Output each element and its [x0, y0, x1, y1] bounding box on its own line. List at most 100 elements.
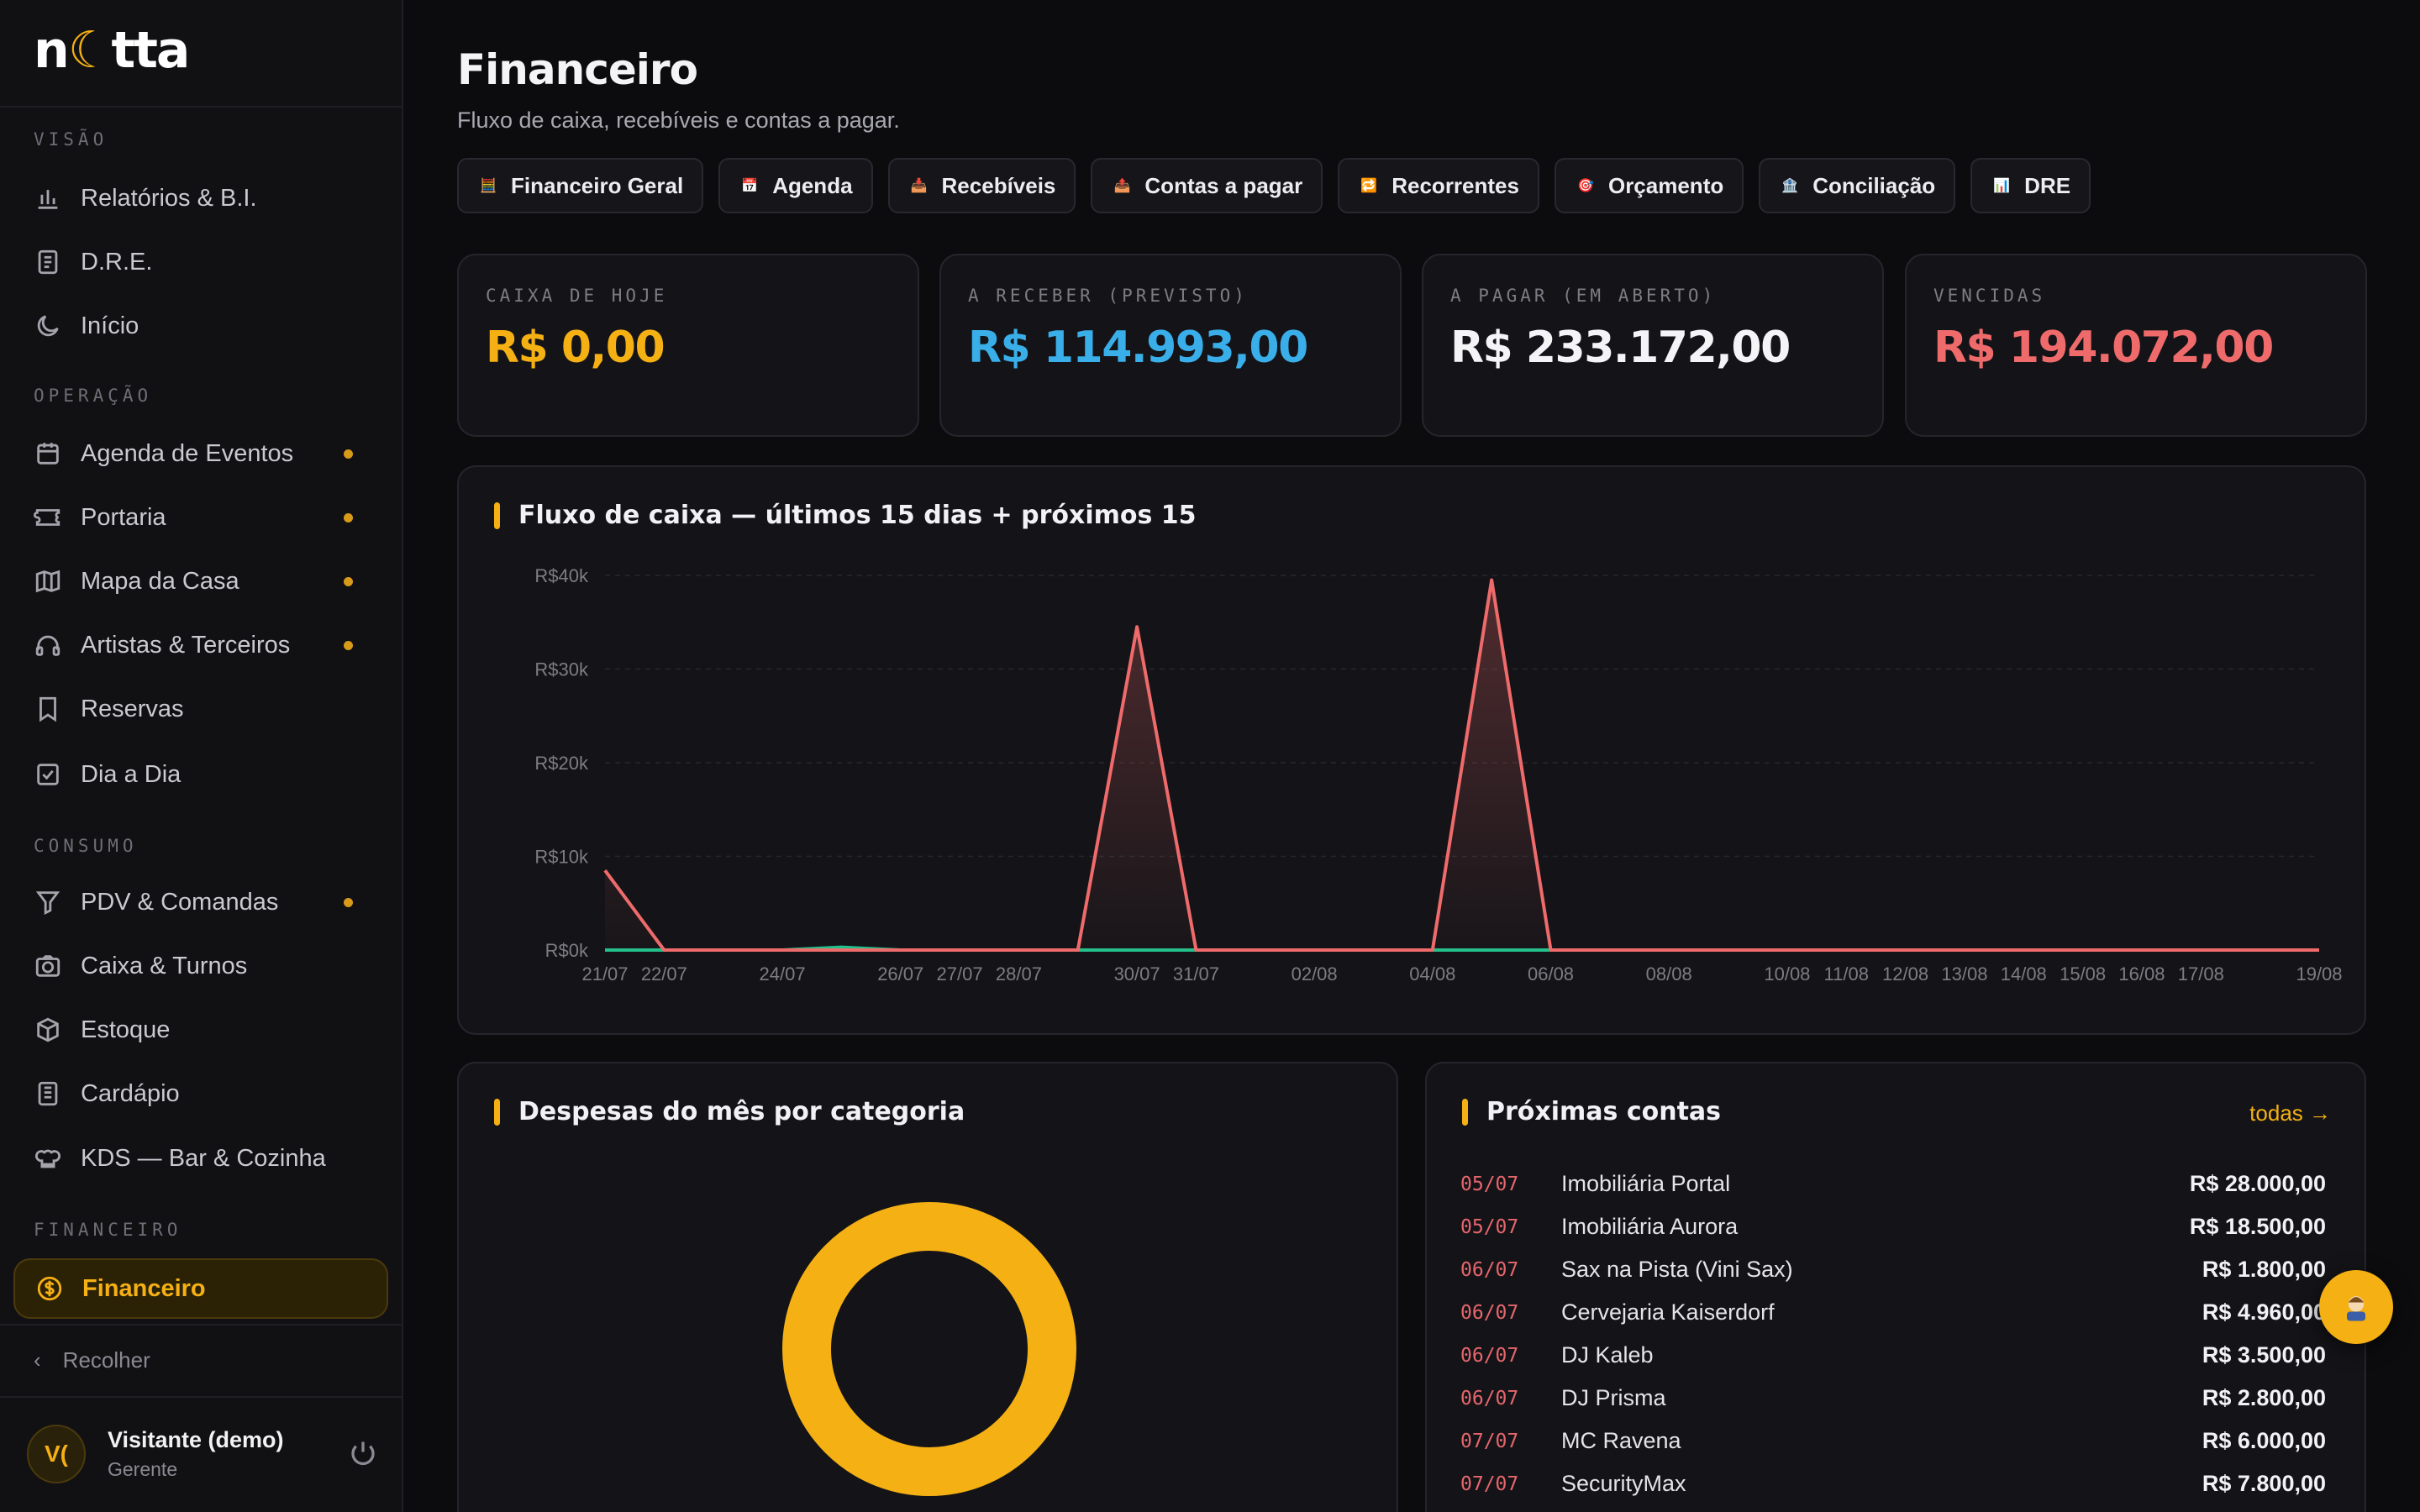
tab-contas-a-pagar[interactable]: 📤 Contas a pagar: [1091, 158, 1323, 213]
avatar: V(: [27, 1425, 86, 1483]
sidebar-item-label: Estoque: [81, 1016, 171, 1043]
donut-slice[interactable]: [782, 1202, 1076, 1496]
sidebar-item-mapa-da-casa[interactable]: Mapa da Casa: [13, 551, 388, 612]
bill-amount: R$ 6.000,00: [2202, 1428, 2326, 1453]
tab-label: Recorrentes: [1392, 172, 1519, 198]
sidebar-item-caixa-turnos[interactable]: Caixa & Turnos: [13, 936, 388, 996]
x-tick-label: 12/08: [1882, 963, 1928, 984]
tab-emoji-icon: 🏦: [1781, 179, 1799, 193]
see-all-link[interactable]: todas →: [2249, 1100, 2331, 1126]
sidebar-item-dia-a-dia[interactable]: Dia a Dia: [13, 744, 388, 805]
accent-bar: [494, 1098, 500, 1126]
sidebar-item-label: Financeiro: [82, 1274, 206, 1302]
headphones-icon: [34, 631, 62, 659]
sidebar-item-artistas-terceiros[interactable]: Artistas & Terceiros: [13, 615, 388, 675]
bill-amount: R$ 28.000,00: [2189, 1171, 2326, 1196]
bill-row[interactable]: 07/07 SecurityMax R$ 7.800,00: [1460, 1462, 2326, 1505]
tab-agenda[interactable]: 📅 Agenda: [718, 158, 873, 213]
sidebar-item-inicio[interactable]: Início: [13, 296, 388, 356]
x-tick-label: 06/08: [1528, 963, 1574, 984]
tab-emoji-icon: 📤: [1113, 179, 1131, 193]
user-profile[interactable]: V( Visitante (demo) Gerente: [27, 1425, 284, 1483]
sidebar-item-d-r-e[interactable]: D.R.E.: [13, 232, 388, 292]
section-label-financeiro: FINANCEIRO: [34, 1220, 182, 1240]
bill-date: 05/07: [1460, 1215, 1519, 1238]
assistant-fab-button[interactable]: [2319, 1270, 2393, 1344]
x-tick-label: 27/07: [937, 963, 983, 984]
tab-dre[interactable]: 📊 DRE: [1970, 158, 2091, 213]
kpi-label: A PAGAR (EM ABERTO): [1450, 286, 1717, 306]
bill-row[interactable]: 07/07 MC Ravena R$ 6.000,00: [1460, 1420, 2326, 1462]
bill-name: Imobiliária Aurora: [1561, 1214, 1739, 1239]
accent-bar: [1462, 1098, 1468, 1126]
sidebar-item-estoque[interactable]: Estoque: [13, 1000, 388, 1060]
bill-row[interactable]: 06/07 Sax na Pista (Vini Sax) R$ 1.800,00: [1460, 1248, 2326, 1291]
bill-amount: R$ 4.960,00: [2202, 1299, 2326, 1325]
sidebar-item-portaria[interactable]: Portaria: [13, 487, 388, 548]
x-tick-label: 10/08: [1764, 963, 1810, 984]
app-logo[interactable]: n☾tta: [34, 21, 190, 80]
tab-conciliacao[interactable]: 🏦 Conciliação: [1759, 158, 1956, 213]
sidebar-item-cardapio[interactable]: Cardápio: [13, 1063, 388, 1124]
bill-name: Cervejaria Kaiserdorf: [1561, 1299, 1775, 1325]
bill-date: 05/07: [1460, 1173, 1519, 1195]
logout-power-icon[interactable]: [348, 1438, 378, 1468]
ticket-icon: [34, 503, 62, 532]
bill-amount: R$ 2.800,00: [2202, 1385, 2326, 1410]
sidebar-item-kds-bar-cozinha[interactable]: KDS — Bar & Cozinha: [13, 1128, 388, 1189]
x-tick-label: 19/08: [2296, 963, 2342, 984]
bill-list: 05/07 Imobiliária Portal R$ 28.000,00 05/07…: [1460, 1163, 2326, 1505]
y-tick-label: R$30k: [534, 659, 589, 680]
accent-bar: [494, 501, 500, 529]
bills-title: Próximas contas: [1462, 1097, 1721, 1126]
divider: [0, 1396, 402, 1398]
bill-row[interactable]: 06/07 Cervejaria Kaiserdorf R$ 4.960,00: [1460, 1291, 2326, 1334]
tab-recorrentes[interactable]: 🔁 Recorrentes: [1338, 158, 1539, 213]
sidebar-item-label: Reservas: [81, 695, 184, 722]
bill-name: DJ Prisma: [1561, 1385, 1666, 1410]
bill-date: 07/07: [1460, 1430, 1519, 1452]
page-title: Financeiro: [457, 45, 698, 94]
bill-name: Sax na Pista (Vini Sax): [1561, 1257, 1793, 1282]
sidebar-item-financeiro[interactable]: Financeiro: [13, 1258, 388, 1319]
sidebar-item-agenda-de-eventos[interactable]: Agenda de Eventos: [13, 423, 388, 484]
tab-label: Agenda: [772, 172, 853, 198]
sidebar-item-label: Dia a Dia: [81, 760, 182, 788]
bill-row[interactable]: 05/07 Imobiliária Portal R$ 28.000,00: [1460, 1163, 2326, 1205]
chef-hat-icon: [34, 1144, 62, 1173]
y-tick-label: R$0k: [545, 940, 589, 961]
cashflow-title: Fluxo de caixa — últimos 15 dias + próxi…: [494, 501, 1197, 530]
x-tick-label: 11/08: [1824, 963, 1869, 984]
bill-amount: R$ 18.500,00: [2189, 1214, 2326, 1239]
section-label-operacao: OPERAÇÃO: [34, 386, 153, 406]
divider: [0, 1324, 402, 1326]
x-tick-label: 14/08: [2001, 963, 2047, 984]
tab-label: Recebíveis: [941, 172, 1056, 198]
bill-amount: R$ 7.800,00: [2202, 1471, 2326, 1496]
bill-name: Imobiliária Portal: [1561, 1171, 1731, 1196]
sidebar-item-pdv-comandas[interactable]: PDV & Comandas: [13, 872, 388, 932]
bill-name: DJ Kaleb: [1561, 1342, 1654, 1368]
collapse-sidebar-button[interactable]: ‹ Recolher: [34, 1347, 150, 1373]
tab-financeiro-geral[interactable]: 🧮 Financeiro Geral: [457, 158, 704, 213]
cashflow-chart: R$0k R$10k R$20k R$30k R$40k 21/07 22/07 24/07 2…: [534, 565, 2342, 984]
tab-emoji-icon: 📊: [1993, 179, 2011, 193]
bill-date: 06/07: [1460, 1301, 1519, 1324]
tab-recebiveis[interactable]: 📥 Recebíveis: [887, 158, 1076, 213]
sidebar-item-label: KDS — Bar & Cozinha: [81, 1144, 326, 1172]
section-label-visao: VISÃO: [34, 129, 108, 150]
sidebar-item-relatorios-b-i[interactable]: Relatórios & B.I.: [13, 168, 388, 228]
bill-row[interactable]: 05/07 Imobiliária Aurora R$ 18.500,00: [1460, 1205, 2326, 1248]
bill-row[interactable]: 06/07 DJ Kaleb R$ 3.500,00: [1460, 1334, 2326, 1377]
kpi-value: R$ 233.172,00: [1450, 323, 1791, 373]
expenses-card: Despesas do mês por categoria: [457, 1062, 1398, 1512]
expenses-donut-chart: [782, 1202, 1076, 1496]
kpi-card-a-receber: A RECEBER (PREVISTO) R$ 114.993,00: [939, 254, 1402, 437]
tab-orcamento[interactable]: 🎯 Orçamento: [1554, 158, 1744, 213]
finance-tabs: 🧮 Financeiro Geral 📅 Agenda 📥 Recebíveis 📤 Cont…: [457, 158, 2091, 213]
user-role: Gerente: [108, 1458, 178, 1480]
upcoming-bills-card: Próximas contas todas → 05/07 Imobiliária…: [1425, 1062, 2366, 1512]
sidebar-item-reservas[interactable]: Reservas: [13, 679, 388, 739]
bill-row[interactable]: 06/07 DJ Prisma R$ 2.800,00: [1460, 1377, 2326, 1420]
chevron-left-icon: ‹: [34, 1347, 41, 1373]
